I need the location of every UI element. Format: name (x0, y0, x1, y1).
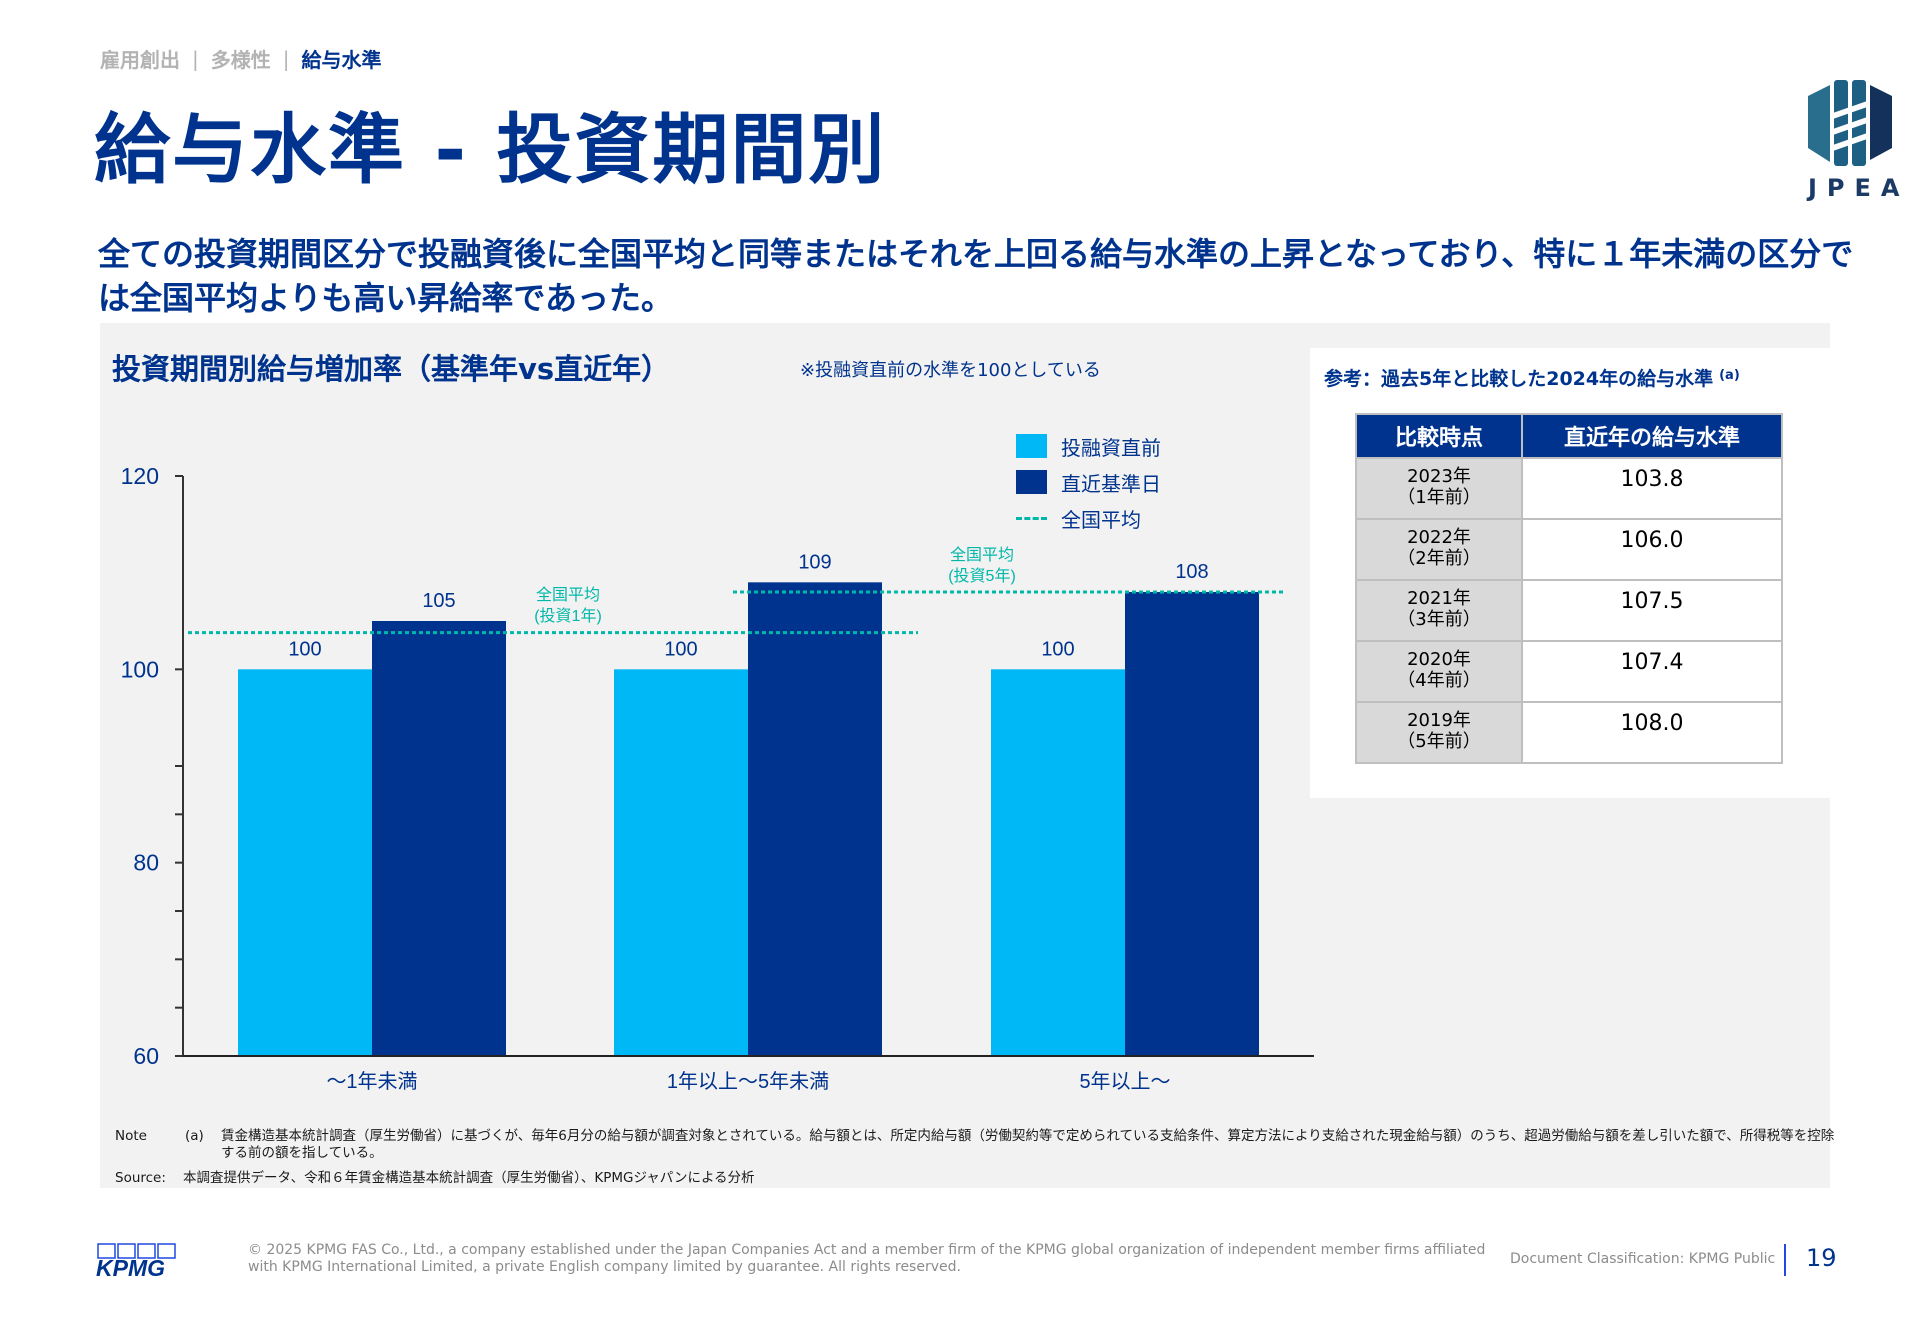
jpea-logo-text: JPEA (1808, 174, 1910, 202)
table-row: 2019年 （5年前） 108.0 (1355, 701, 1783, 764)
data-label: 105 (422, 590, 455, 612)
bar-pre-investment (238, 669, 372, 1056)
period-cell: 2021年 （3年前） (1355, 579, 1523, 642)
document-classification: Document Classification: KPMG Public (1510, 1251, 1776, 1267)
salary-level-cell: 107.5 (1521, 579, 1783, 642)
source-row: Source: 本調査提供データ、令和６年賃金構造基本統計調査（厚生労働省）、K… (115, 1170, 1841, 1187)
period-year: 2019年 (1407, 710, 1471, 731)
page-title: 給与水準 - 投資期間別 (94, 105, 887, 194)
period-year: 2023年 (1407, 466, 1471, 487)
jpea-logo: JPEA (1800, 72, 1900, 202)
note-marker: (a) (185, 1128, 204, 1144)
note-label: Note (115, 1128, 147, 1144)
data-label: 100 (664, 638, 697, 660)
jpea-logo-icon (1808, 74, 1892, 170)
salary-level-cell: 106.0 (1521, 518, 1783, 581)
chart-title: 投資期間別給与増加率（基準年vs直近年） (112, 352, 671, 386)
breadcrumb-item-employment[interactable]: 雇用創出 (100, 48, 180, 72)
legend-swatch-pre-investment (1016, 434, 1047, 458)
period-year: 2020年 (1407, 649, 1471, 670)
legend-item-latest: 直近基準日 (1016, 464, 1161, 500)
legend-item-pre-investment: 投融資直前 (1016, 428, 1161, 464)
period-year: 2021年 (1407, 588, 1471, 609)
salary-level-cell: 108.0 (1521, 701, 1783, 764)
breadcrumb-item-salary[interactable]: 給与水準 (301, 48, 382, 72)
reference-footnote-marker: (a) (1719, 368, 1740, 383)
legend-label: 直近基準日 (1061, 471, 1161, 496)
chart-note: ※投融資直前の水準を100としている (800, 360, 1101, 381)
national-average-annotation: (投資1年) (534, 607, 602, 625)
column-header-comparison-point: 比較時点 (1355, 413, 1523, 459)
bar-latest (1125, 592, 1259, 1056)
column-header-salary-level: 直近年の給与水準 (1521, 413, 1783, 459)
table-row: 2023年 （1年前） 103.8 (1355, 457, 1783, 520)
y-tick-label: 60 (133, 1043, 159, 1069)
period-ago: （1年前） (1397, 487, 1481, 508)
legend-label: 全国平均 (1061, 507, 1141, 532)
notes-section: Note (a) 賃金構造基本統計調査（厚生労働省）に基づくが、毎年6月分の給与… (115, 1128, 1841, 1187)
legend-item-national-average: 全国平均 (1016, 500, 1161, 536)
period-cell: 2022年 （2年前） (1355, 518, 1523, 581)
key-message: 全ての投資期間区分で投融資後に全国平均と同等またはそれを上回る給与水準の上昇とな… (98, 235, 1854, 317)
data-label: 108 (1175, 561, 1208, 583)
national-average-annotation: (投資5年) (948, 567, 1016, 585)
x-tick-label: ～1年未満 (326, 1070, 417, 1093)
data-label: 100 (1041, 638, 1074, 660)
table-row: 2020年 （4年前） 107.4 (1355, 640, 1783, 703)
y-tick-label: 100 (121, 656, 159, 682)
reference-title: 参考：過去5年と比較した2024年の給与水準 (a) (1324, 364, 1740, 391)
period-ago: （4年前） (1397, 670, 1481, 691)
bar-pre-investment (614, 669, 748, 1056)
footer-divider (1784, 1244, 1786, 1276)
period-ago: （2年前） (1397, 548, 1481, 569)
note-row: Note (a) 賃金構造基本統計調査（厚生労働省）に基づくが、毎年6月分の給与… (115, 1128, 1841, 1162)
period-ago: （3年前） (1397, 609, 1481, 630)
source-label: Source: (115, 1170, 166, 1186)
x-tick-label: 1年以上～5年未満 (667, 1070, 829, 1093)
copyright-text: © 2025 KPMG FAS Co., Ltd., a company est… (248, 1242, 1486, 1275)
bar-latest (372, 621, 506, 1056)
x-tick-label: 5年以上～ (1079, 1070, 1170, 1093)
y-tick-label: 80 (133, 850, 159, 876)
data-label: 100 (288, 638, 321, 660)
bar-pre-investment (991, 669, 1125, 1056)
period-cell: 2019年 （5年前） (1355, 701, 1523, 764)
kpmg-logo: KPMG (96, 1243, 180, 1281)
breadcrumb-separator: | (192, 46, 199, 71)
reference-table: 比較時点 直近年の給与水準 2023年 （1年前） 103.8 2022年 （2年前… (1355, 413, 1783, 764)
bar-latest (748, 582, 882, 1056)
legend-dash-national-average (1016, 516, 1047, 520)
y-tick-label: 120 (121, 463, 159, 489)
salary-level-cell: 107.4 (1521, 640, 1783, 703)
period-ago: （5年前） (1397, 731, 1481, 752)
legend-swatch-latest (1016, 470, 1047, 494)
reference-table-header-row: 比較時点 直近年の給与水準 (1355, 413, 1783, 459)
source-text: 本調査提供データ、令和６年賃金構造基本統計調査（厚生労働省）、KPMGジャパンに… (183, 1170, 755, 1186)
period-cell: 2020年 （4年前） (1355, 640, 1523, 703)
note-text: 賃金構造基本統計調査（厚生労働省）に基づくが、毎年6月分の給与額が調査対象とされ… (221, 1128, 1835, 1161)
national-average-annotation: 全国平均 (536, 586, 600, 604)
kpmg-logo-text: KPMG (96, 1255, 165, 1279)
breadcrumb: 雇用創出 | 多様性 | 給与水準 (100, 44, 382, 73)
legend-label: 投融資直前 (1061, 435, 1161, 460)
period-year: 2022年 (1407, 527, 1471, 548)
period-cell: 2023年 （1年前） (1355, 457, 1523, 520)
breadcrumb-separator: | (282, 46, 290, 71)
reference-title-text: 参考：過去5年と比較した2024年の給与水準 (1324, 368, 1714, 390)
chart-legend: 投融資直前 直近基準日 全国平均 (1016, 428, 1161, 536)
breadcrumb-item-diversity[interactable]: 多様性 (210, 48, 271, 72)
table-row: 2022年 （2年前） 106.0 (1355, 518, 1783, 581)
table-row: 2021年 （3年前） 107.5 (1355, 579, 1783, 642)
salary-level-cell: 103.8 (1521, 457, 1783, 520)
national-average-annotation: 全国平均 (950, 546, 1014, 564)
kpmg-logo-icon: KPMG (96, 1243, 176, 1281)
data-label: 109 (798, 551, 831, 573)
page-number: 19 (1806, 1244, 1837, 1272)
